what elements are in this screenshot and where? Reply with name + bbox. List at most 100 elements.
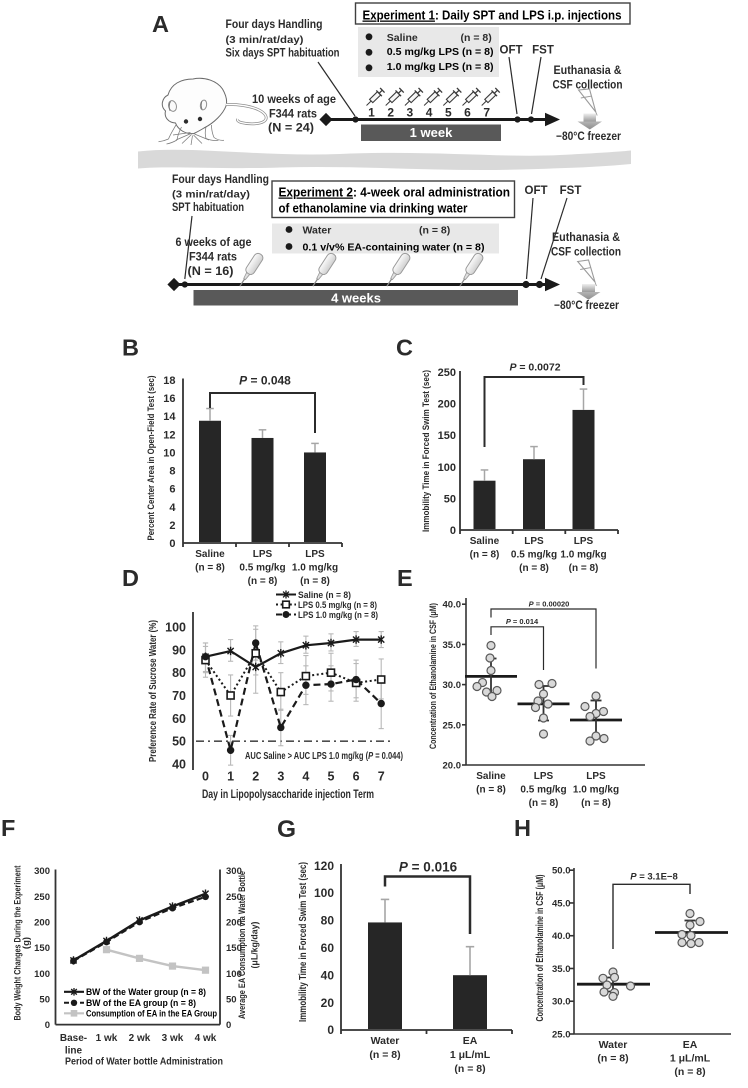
svg-text:6: 6 [353,770,360,784]
svg-text:D: D [122,565,139,591]
svg-text:90: 90 [172,643,186,657]
svg-text:Euthanasia &: Euthanasia & [554,65,622,77]
svg-text:A: A [152,11,169,37]
svg-text:P = 3.1E−8: P = 3.1E−8 [630,872,678,883]
svg-text:(g): (g) [21,937,32,949]
svg-text:0: 0 [450,525,456,537]
svg-text:0.1 v/v% EA-containing water (: 0.1 v/v% EA-containing water (n = 8) [303,242,485,254]
svg-text:60: 60 [172,712,186,726]
svg-text:(3 min/rat/day): (3 min/rat/day) [226,34,304,46]
svg-text:LPS: LPS [534,771,554,782]
svg-text:0: 0 [202,770,209,784]
svg-text:EA: EA [683,1039,698,1051]
svg-text:FST: FST [532,45,554,57]
svg-text:P = 0.016: P = 0.016 [399,860,458,875]
svg-text:(n = 8): (n = 8) [454,1063,485,1075]
svg-text:BW of the Water group (n = 8): BW of the Water group (n = 8) [86,987,206,997]
svg-text:1.0 mg/kg: 1.0 mg/kg [560,550,606,561]
svg-text:250: 250 [34,892,50,903]
svg-text:40: 40 [172,758,186,772]
svg-text:12: 12 [163,429,175,441]
svg-text:(μL/kg/day): (μL/kg/day) [250,922,261,969]
svg-text:3: 3 [407,106,414,120]
svg-text:3 wk: 3 wk [162,1033,184,1044]
svg-text:1 μL/mL: 1 μL/mL [670,1053,711,1065]
svg-text:LPS: LPS [574,536,594,547]
svg-text:1: 1 [368,106,375,120]
svg-text:Base-: Base- [60,1033,87,1044]
svg-text:25.0: 25.0 [552,1030,571,1041]
svg-text:1.0 mg/kg LPS (n = 8): 1.0 mg/kg LPS (n = 8) [387,61,494,73]
svg-text:50: 50 [444,493,456,505]
svg-text:120: 120 [314,859,334,873]
svg-text:Concentration of Ethanolamine: Concentration of Ethanolamine in CSF (μM… [535,875,546,1022]
svg-text:LPS: LPS [305,549,325,560]
svg-text:30.0: 30.0 [443,680,462,691]
svg-text:1.0 mg/kg: 1.0 mg/kg [573,785,619,796]
svg-text:0.5 mg/kg: 0.5 mg/kg [511,550,557,561]
svg-text:200: 200 [438,399,456,411]
svg-text:16: 16 [163,393,175,405]
svg-text:Concentration of Ethanolamine: Concentration of Ethanolamine in CSF (μM… [428,603,439,749]
svg-text:100: 100 [226,969,242,980]
svg-text:4 weeks: 4 weeks [331,291,381,306]
svg-text:50: 50 [39,994,50,1005]
svg-text:line: line [65,1046,83,1057]
svg-text:P = 0.0072: P = 0.0072 [509,362,560,374]
svg-text:3: 3 [277,770,284,784]
svg-text:G: G [277,816,296,843]
svg-text:(n = 8): (n = 8) [476,785,506,796]
svg-text:LPS: LPS [253,549,273,560]
svg-text:Four days Handling: Four days Handling [226,19,323,31]
svg-text:(n = 8): (n = 8) [369,1049,400,1061]
svg-text:(n = 8): (n = 8) [419,225,450,237]
svg-text:Period of Water bottle Adminis: Period of Water bottle Administration [65,1057,223,1068]
svg-text:Immobility Time in Forced Swim: Immobility Time in Forced Swim Test (sec… [298,862,309,1022]
svg-text:LPS: LPS [586,771,606,782]
svg-text:EA: EA [463,1035,478,1047]
svg-text:P = 0.00020: P = 0.00020 [529,600,570,609]
svg-text:50: 50 [226,994,237,1005]
svg-text:(n = 8): (n = 8) [470,550,500,561]
svg-text:0.5 mg/kg LPS (n = 8): 0.5 mg/kg LPS (n = 8) [387,46,494,58]
svg-text:of ethanolamine via drinking w: of ethanolamine via drinking water [279,202,468,216]
svg-text:100: 100 [34,969,50,980]
svg-text:0.5 mg/kg: 0.5 mg/kg [520,785,566,796]
svg-text:45.0: 45.0 [552,898,571,909]
svg-text:200: 200 [226,917,242,928]
svg-text:4: 4 [169,502,176,514]
svg-text:Percent Center Area in Open-Fi: Percent Center Area in Open-Field Test (… [146,376,157,541]
svg-text:Saline: Saline [476,771,506,782]
svg-text:Experiment 2: 4-week oral admi: Experiment 2: 4-week oral administration [279,186,511,200]
svg-text:200: 200 [34,917,50,928]
svg-text:2: 2 [387,106,394,120]
svg-text:Saline: Saline [195,549,225,560]
svg-text:(n = 8): (n = 8) [529,798,559,809]
svg-text:Immobility Time in Forced Swim: Immobility Time in Forced Swim Test (sec… [421,370,432,532]
svg-text:H: H [514,815,531,841]
svg-text:LPS 0.5 mg/kg (n = 8): LPS 0.5 mg/kg (n = 8) [298,600,377,610]
svg-text:(n = 8): (n = 8) [674,1066,705,1078]
svg-text:2: 2 [169,520,175,532]
svg-text:0: 0 [169,538,175,550]
svg-text:7: 7 [378,770,385,784]
svg-text:(n = 8): (n = 8) [195,563,225,574]
svg-text:E: E [397,565,413,591]
svg-text:6: 6 [464,106,471,120]
svg-text:4: 4 [302,770,309,784]
svg-text:1 μL/mL: 1 μL/mL [450,1049,491,1061]
svg-text:Preference Rate of Sucrose Wat: Preference Rate of Sucrose Water (%) [148,620,159,762]
svg-text:1 wk: 1 wk [96,1033,118,1044]
svg-text:OFT: OFT [525,185,548,197]
svg-text:CSF collection: CSF collection [553,80,623,92]
svg-text:35.0: 35.0 [552,964,571,975]
svg-text:10 weeks of age: 10 weeks of age [252,94,336,106]
svg-text:6: 6 [169,484,175,496]
svg-text:40.0: 40.0 [552,931,571,942]
svg-text:5: 5 [445,106,452,120]
svg-text:18: 18 [163,375,175,387]
svg-text:4: 4 [426,106,433,120]
svg-text:6 weeks of age: 6 weeks of age [176,237,252,249]
svg-text:Six days SPT habituation: Six days SPT habituation [226,48,340,60]
svg-text:1.0 mg/kg: 1.0 mg/kg [292,563,338,574]
